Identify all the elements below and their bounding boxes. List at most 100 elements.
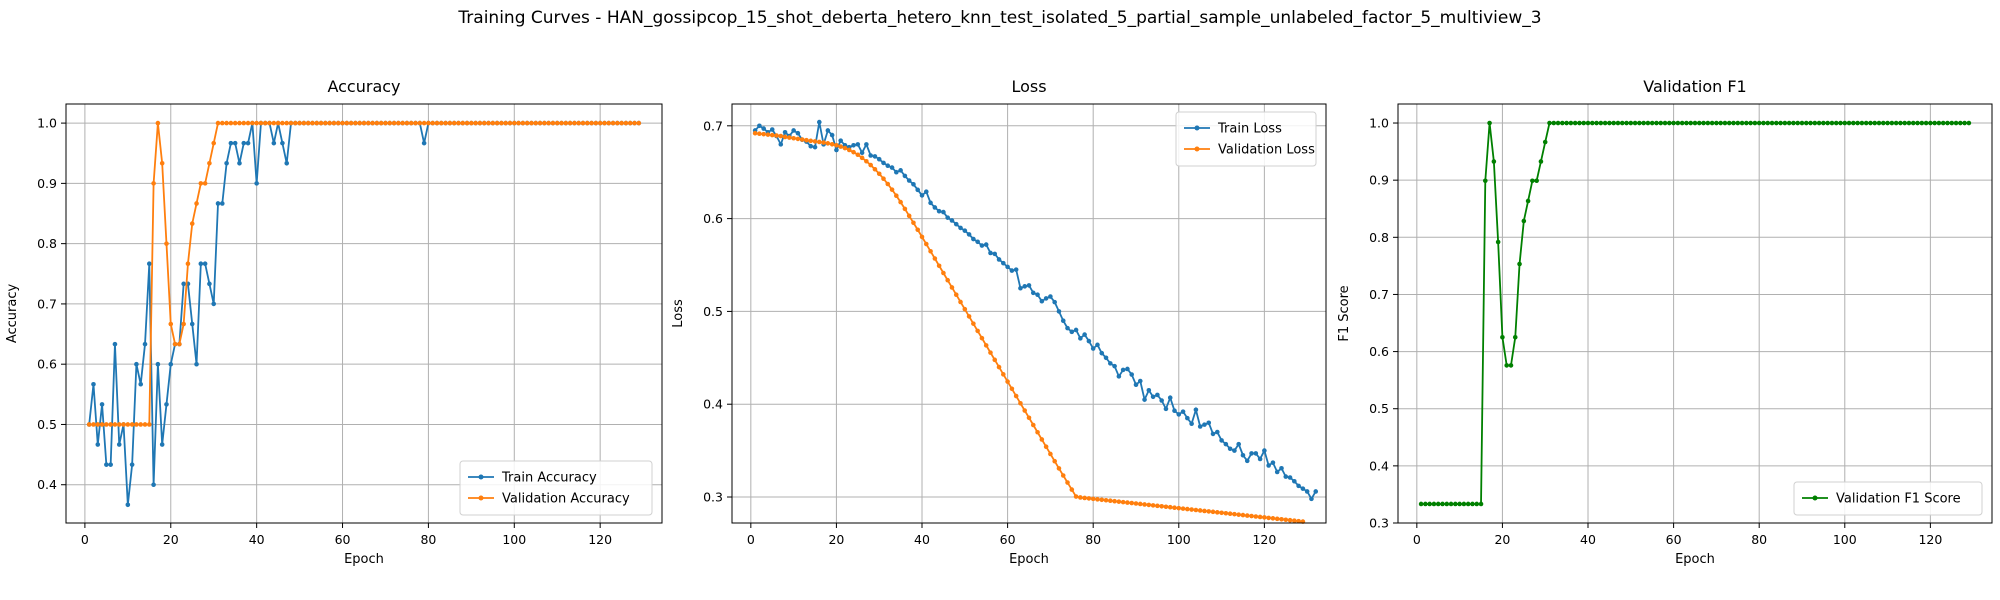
- data-point: [181, 281, 186, 287]
- data-point: [1923, 120, 1929, 126]
- data-point: [443, 120, 448, 126]
- data-point: [1423, 501, 1428, 507]
- y-tick-label: 0.4: [37, 477, 57, 492]
- data-point: [962, 228, 968, 233]
- data-point: [1283, 474, 1289, 479]
- data-point: [254, 181, 259, 186]
- data-point: [1744, 120, 1749, 126]
- data-point: [958, 225, 963, 231]
- data-point: [1530, 178, 1535, 184]
- data-point: [812, 144, 818, 150]
- data-point: [1440, 501, 1445, 507]
- data-point: [1266, 515, 1271, 521]
- series-train-loss: [752, 119, 1319, 502]
- data-point: [232, 120, 238, 126]
- data-point: [881, 160, 886, 166]
- data-point: [1215, 510, 1220, 515]
- data-point: [1244, 458, 1250, 464]
- data-point: [1060, 318, 1066, 323]
- data-point: [1756, 120, 1762, 126]
- data-point: [1748, 120, 1753, 126]
- data-point: [1244, 513, 1250, 518]
- data-point: [1739, 120, 1745, 126]
- data-point: [511, 120, 517, 126]
- data-point: [975, 239, 980, 245]
- data-point: [533, 120, 539, 126]
- x-tick-label: 120: [1252, 532, 1276, 547]
- data-point: [1898, 120, 1903, 126]
- data-point: [936, 208, 942, 214]
- data-point: [1701, 120, 1706, 126]
- data-point: [1137, 378, 1143, 384]
- data-point: [1915, 120, 1920, 126]
- data-point: [1534, 178, 1539, 184]
- data-point: [91, 422, 96, 427]
- data-point: [983, 343, 989, 348]
- data-point: [413, 120, 418, 126]
- data-point: [284, 120, 290, 126]
- subplot-title: Loss: [1011, 77, 1046, 96]
- data-point: [979, 243, 985, 248]
- data-point: [507, 120, 513, 126]
- data-point: [477, 120, 483, 126]
- data-point: [331, 120, 337, 126]
- data-point: [1052, 299, 1057, 305]
- data-point: [224, 161, 229, 166]
- data-point: [370, 120, 375, 126]
- y-tick-label: 0.5: [703, 304, 723, 319]
- data-point: [1232, 448, 1237, 453]
- data-point: [1791, 120, 1796, 126]
- data-point: [778, 133, 784, 139]
- data-point: [1103, 355, 1109, 361]
- data-point: [1146, 502, 1152, 508]
- data-point: [1825, 120, 1830, 126]
- data-point: [610, 120, 616, 126]
- data-point: [1197, 508, 1203, 513]
- data-point: [1641, 120, 1646, 126]
- data-point: [1735, 120, 1741, 126]
- data-point: [1210, 431, 1216, 437]
- data-point: [228, 120, 234, 126]
- data-point: [202, 181, 208, 186]
- data-point: [1056, 466, 1062, 471]
- data-point: [1026, 283, 1032, 288]
- data-point: [1632, 120, 1638, 126]
- data-point: [885, 163, 891, 169]
- data-point: [1266, 463, 1271, 468]
- data-point: [1163, 504, 1169, 510]
- data-point: [108, 462, 113, 467]
- data-point: [1262, 515, 1267, 520]
- data-point: [194, 201, 199, 206]
- data-point: [902, 206, 908, 212]
- axes-frame: [731, 103, 1327, 524]
- data-point: [155, 361, 161, 367]
- data-point: [1112, 363, 1117, 369]
- data-point: [1611, 120, 1616, 126]
- data-point: [1112, 498, 1117, 504]
- data-point: [1180, 409, 1186, 414]
- y-tick-label: 0.7: [37, 296, 57, 311]
- data-point: [228, 140, 234, 146]
- data-point: [159, 161, 165, 166]
- data-point: [327, 120, 332, 126]
- data-point: [1095, 497, 1100, 502]
- data-point: [1876, 120, 1882, 126]
- data-point: [1555, 120, 1561, 126]
- data-point: [1287, 517, 1293, 523]
- x-tick-label: 0: [1413, 532, 1421, 547]
- data-point: [116, 422, 122, 427]
- series-validation-accuracy: [86, 120, 642, 427]
- data-point: [451, 120, 457, 126]
- series-line: [754, 121, 1317, 501]
- data-point: [1219, 438, 1224, 443]
- data-point: [829, 141, 835, 147]
- data-point: [1069, 487, 1075, 492]
- data-point: [464, 120, 470, 126]
- data-point: [1287, 475, 1293, 480]
- data-point: [181, 321, 186, 327]
- data-point: [1816, 120, 1822, 126]
- data-point: [953, 221, 959, 227]
- data-point: [889, 165, 895, 170]
- data-point: [202, 261, 208, 267]
- data-point: [885, 181, 891, 187]
